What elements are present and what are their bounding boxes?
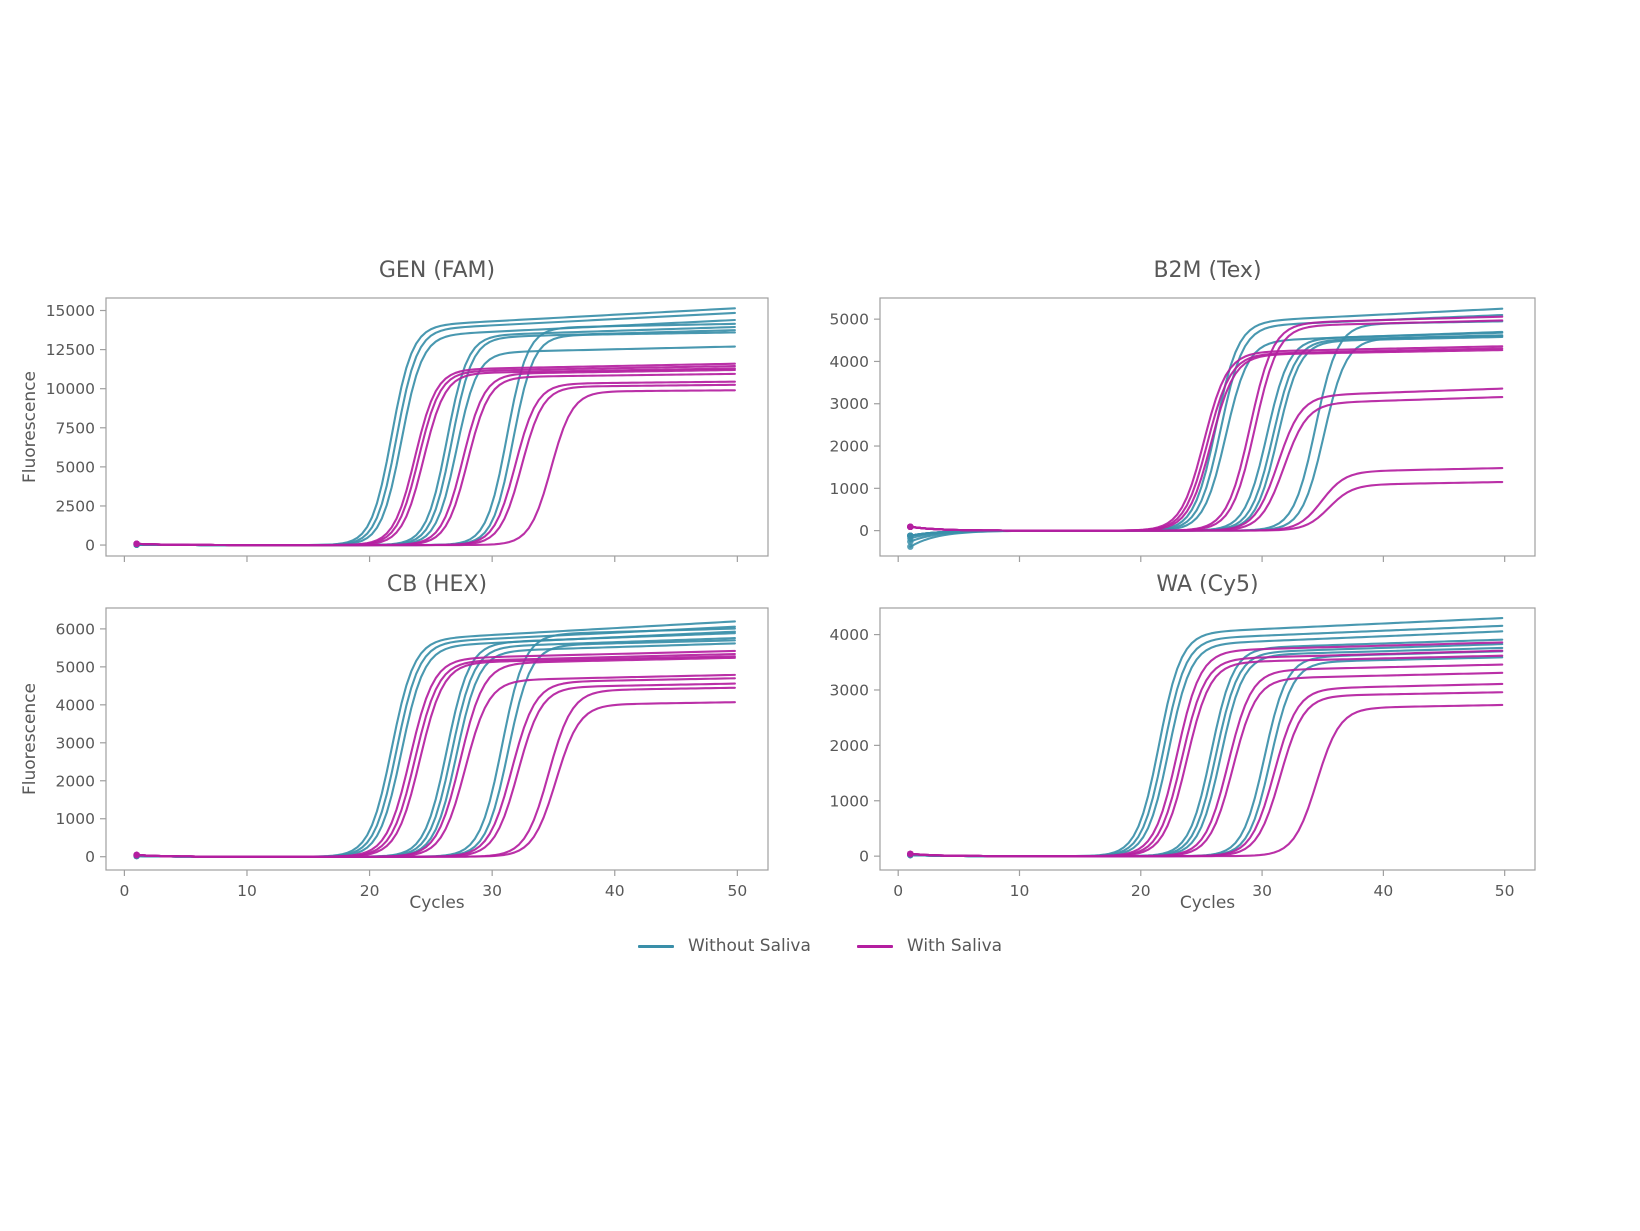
legend-label-with-saliva: With Saliva <box>906 936 1003 956</box>
svg-text:4000: 4000 <box>830 626 869 644</box>
svg-text:20: 20 <box>1131 882 1151 900</box>
svg-text:0: 0 <box>893 882 903 900</box>
svg-text:50: 50 <box>727 882 747 900</box>
svg-text:3000: 3000 <box>56 734 95 752</box>
with-saliva-line-swatch <box>856 944 893 948</box>
svg-text:0: 0 <box>85 537 95 555</box>
svg-text:4000: 4000 <box>830 353 869 371</box>
svg-text:0: 0 <box>859 848 869 866</box>
panel-title-wa-cy5: WA (Cy5) <box>1156 572 1259 597</box>
panel-title-gen-fam: GEN (FAM) <box>378 258 496 283</box>
svg-text:10000: 10000 <box>46 380 95 398</box>
x-axis-label-right: Cycles <box>1179 893 1236 913</box>
svg-text:2000: 2000 <box>56 772 95 790</box>
legend: Without Saliva With Saliva <box>0 936 1640 956</box>
svg-text:5000: 5000 <box>56 458 95 476</box>
svg-text:5000: 5000 <box>830 311 869 329</box>
plot-panel-gen-fam: 0 2500 5000 7500 10000 12500 15000 <box>46 297 769 562</box>
legend-item-with-saliva: With Saliva <box>856 936 1003 956</box>
panel-title-cb-hex: CB (HEX) <box>386 572 488 597</box>
svg-text:30: 30 <box>1252 882 1272 900</box>
svg-text:40: 40 <box>1374 882 1394 900</box>
svg-text:50: 50 <box>1495 882 1515 900</box>
svg-text:15000: 15000 <box>46 302 95 320</box>
svg-text:6000: 6000 <box>56 620 95 638</box>
svg-text:0: 0 <box>859 522 869 540</box>
svg-text:7500: 7500 <box>56 419 95 437</box>
plot-panel-cb-hex: 0 10 20 30 40 50 0 1000 2000 3000 4000 5000 6000 <box>56 607 769 900</box>
svg-text:12500: 12500 <box>46 341 95 359</box>
svg-text:3000: 3000 <box>830 395 869 413</box>
svg-text:40: 40 <box>605 882 625 900</box>
x-axis-label-left: Cycles <box>409 893 465 913</box>
svg-text:10: 10 <box>237 882 257 900</box>
svg-text:0: 0 <box>85 848 95 866</box>
plot-panel-wa-cy5: 0 10 20 30 40 50 0 1000 2000 3000 4000 <box>830 607 1536 900</box>
svg-text:2000: 2000 <box>830 438 869 456</box>
without-saliva-line-swatch <box>637 944 674 948</box>
svg-text:0: 0 <box>119 882 129 900</box>
legend-label-without-saliva: Without Saliva <box>687 936 811 956</box>
svg-text:4000: 4000 <box>56 696 95 714</box>
panel-title-b2m-tex: B2M (Tex) <box>1153 258 1262 283</box>
svg-text:1000: 1000 <box>56 810 95 828</box>
svg-text:3000: 3000 <box>830 681 869 699</box>
svg-text:1000: 1000 <box>830 792 869 810</box>
svg-text:30: 30 <box>482 882 502 900</box>
svg-text:5000: 5000 <box>56 658 95 676</box>
svg-text:2000: 2000 <box>830 737 869 755</box>
svg-text:2500: 2500 <box>56 497 95 515</box>
svg-text:10: 10 <box>1010 882 1030 900</box>
svg-text:20: 20 <box>360 882 380 900</box>
svg-text:1000: 1000 <box>830 480 869 498</box>
plot-panel-b2m-tex: 0 1000 2000 3000 4000 5000 <box>830 297 1536 562</box>
legend-item-without-saliva: Without Saliva <box>637 936 811 956</box>
